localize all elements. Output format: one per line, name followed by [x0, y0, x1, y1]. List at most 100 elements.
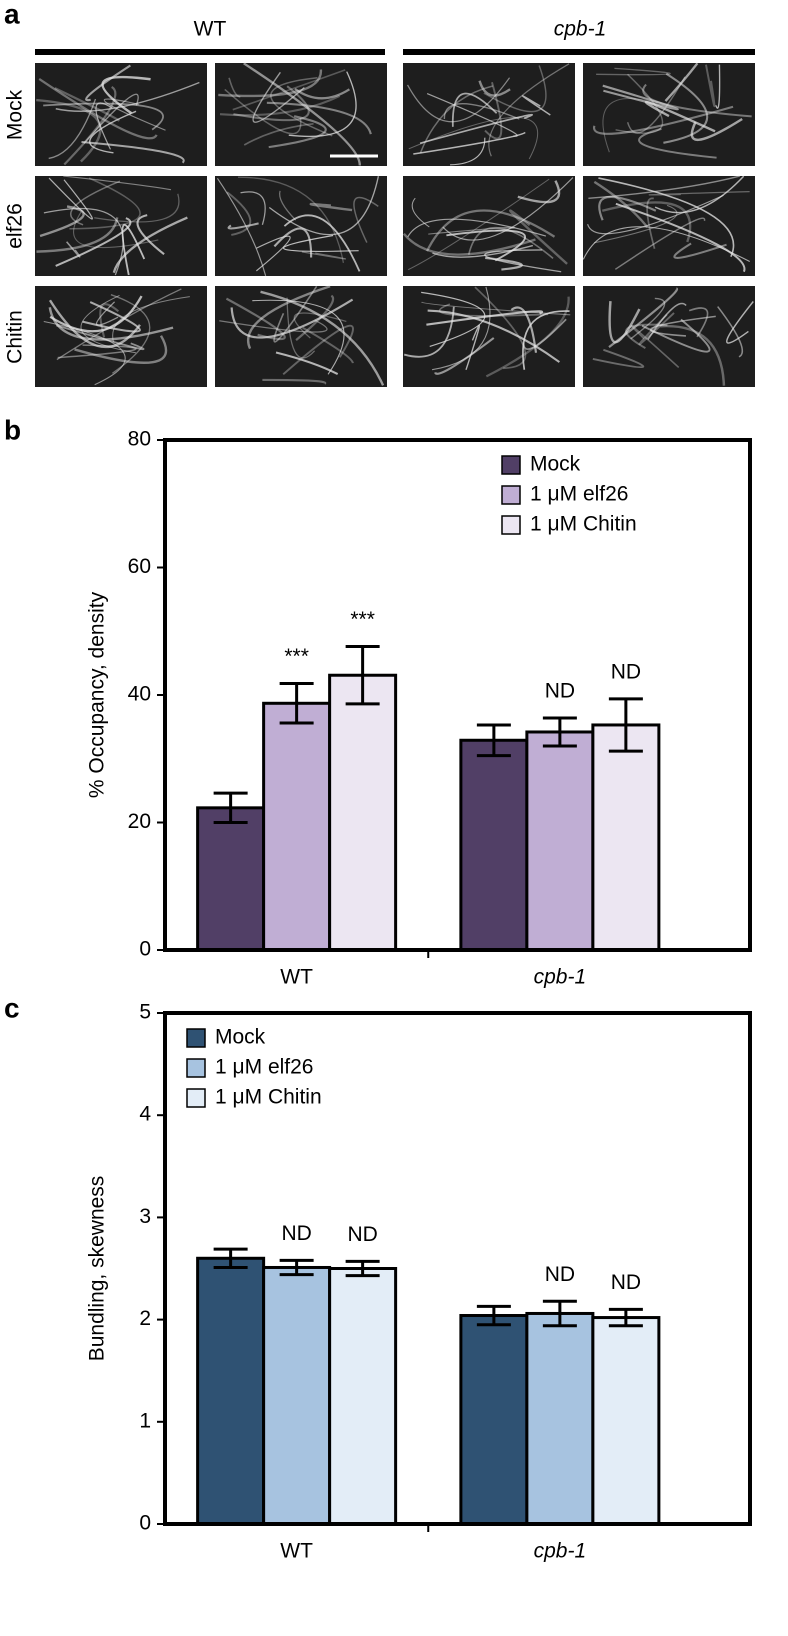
filament [232, 69, 346, 111]
filament [270, 77, 333, 137]
x-tick-label: cpb-1 [534, 1540, 587, 1563]
bar [459, 738, 529, 952]
micrograph [35, 63, 207, 166]
filament [48, 177, 93, 220]
y-tick-label: 4 [139, 1103, 151, 1126]
filament [252, 71, 305, 123]
filament [121, 224, 146, 276]
error-bar [279, 682, 314, 725]
y-tick-label: 1 [139, 1409, 151, 1432]
filament [69, 177, 141, 230]
annotation: ND [545, 679, 575, 702]
filament [608, 287, 679, 348]
filament [48, 299, 141, 349]
filament [38, 77, 158, 140]
legend-swatch [501, 515, 521, 535]
filament [421, 291, 486, 348]
filament [602, 98, 658, 153]
filament [403, 306, 455, 358]
micrograph [215, 63, 387, 166]
filament [36, 217, 119, 253]
filament [593, 105, 734, 135]
annotation: ND [611, 1271, 641, 1294]
filament [273, 285, 318, 343]
legend-label: 1 μM Chitin [530, 513, 637, 536]
filament [467, 226, 554, 259]
y-tick-label: 20 [128, 810, 151, 833]
filament [266, 101, 372, 135]
filament [228, 77, 241, 98]
y-tick-label: 2 [139, 1307, 151, 1330]
filament [664, 62, 699, 102]
filament [407, 218, 547, 238]
filament [654, 175, 745, 214]
filament [638, 312, 675, 345]
y-tick-label: 0 [139, 938, 151, 961]
filament [521, 95, 551, 116]
y-tick-label: 60 [128, 555, 151, 578]
filament [95, 102, 113, 150]
filament [219, 319, 328, 333]
filament [94, 193, 180, 223]
filament [286, 297, 316, 359]
filament [598, 195, 657, 221]
filament [715, 64, 721, 109]
y-tick-label: 5 [139, 1001, 151, 1024]
filament [593, 204, 678, 244]
filament [582, 226, 750, 262]
filament [614, 217, 706, 270]
filament [646, 197, 656, 249]
filament [309, 202, 353, 212]
bar [525, 1311, 595, 1526]
error-bar [476, 723, 511, 758]
filament [426, 209, 556, 252]
filament [95, 301, 119, 326]
filament [649, 315, 716, 337]
filament [660, 324, 726, 386]
filament [55, 217, 132, 267]
filament [419, 85, 493, 154]
column-label: WT [194, 18, 227, 41]
y-axis-label: % Occupancy, density [86, 591, 109, 798]
error-bar [213, 791, 248, 824]
bar [525, 730, 595, 952]
filament [36, 98, 102, 163]
filament [43, 207, 124, 276]
filament [615, 73, 664, 134]
filament [705, 64, 716, 108]
filament [406, 77, 511, 123]
filament [426, 310, 543, 326]
filament [302, 326, 354, 364]
bar [591, 723, 661, 952]
panel-label: a [4, 0, 20, 29]
filament [136, 214, 165, 256]
filament [39, 205, 85, 238]
filament [82, 301, 141, 333]
row-label: Mock [4, 89, 27, 140]
y-axis-label: Bundling, skewness [86, 1176, 109, 1362]
filament [510, 306, 538, 353]
filament [427, 309, 560, 363]
filament [301, 251, 346, 260]
filament [63, 175, 172, 191]
filament [224, 88, 302, 135]
micrograph [583, 63, 755, 166]
filament [642, 83, 752, 118]
micrograph [215, 286, 387, 387]
error-bar [345, 645, 380, 706]
plot-frame [163, 1011, 752, 1526]
filament [407, 178, 550, 271]
annotation: ND [347, 1223, 377, 1246]
filament [688, 307, 709, 338]
filament [726, 301, 754, 344]
filament [218, 69, 323, 98]
row-label: elf26 [4, 203, 27, 249]
bar [262, 1265, 332, 1526]
filament [717, 306, 744, 358]
annotation: *** [284, 645, 309, 668]
filament [443, 103, 520, 120]
micrographs [35, 62, 755, 387]
legend-swatch [501, 485, 521, 505]
bar [591, 1316, 661, 1526]
